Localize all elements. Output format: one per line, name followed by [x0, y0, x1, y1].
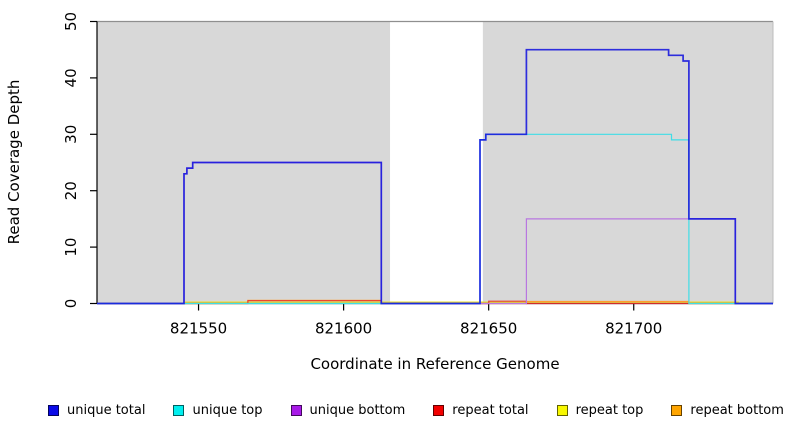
legend-item-repeat-bottom: repeat bottom — [671, 403, 784, 418]
legend-swatch-icon — [173, 404, 185, 416]
series-line-unique-total — [97, 48, 773, 305]
y-tick-label: 40 — [62, 68, 80, 87]
y-tick-label: 30 — [62, 125, 80, 144]
y-tick-label: 50 — [62, 12, 80, 31]
x-axis-title: Coordinate in Reference Genome — [310, 355, 560, 373]
shaded-region — [482, 21, 773, 304]
x-tick-label: 821600 — [315, 320, 372, 338]
y-tick-label: 20 — [62, 181, 80, 200]
legend-item-unique-top: unique top — [173, 402, 263, 418]
legend-swatch-icon — [433, 404, 445, 416]
x-tick-label: 821700 — [605, 320, 662, 338]
legend-label: repeat total — [452, 402, 529, 418]
legend-label: repeat bottom — [690, 402, 784, 418]
y-tick-label: 10 — [62, 238, 80, 257]
y-tick-label: 0 — [62, 299, 80, 309]
legend-label: repeat top — [575, 402, 644, 418]
legend-item-repeat-total: repeat total — [433, 402, 529, 418]
x-tick-label: 821550 — [170, 320, 227, 338]
legend-swatch-icon — [671, 404, 683, 416]
legend-swatch-icon — [290, 404, 302, 416]
legend-label: unique top — [192, 402, 263, 418]
legend-label: unique bottom — [309, 402, 406, 418]
legend: unique total unique top unique bottom repea… — [48, 398, 784, 422]
legend-item-unique-bottom: unique bottom — [290, 402, 406, 418]
legend-item-repeat-top: repeat top — [556, 402, 644, 418]
legend-swatch-icon — [556, 404, 568, 416]
x-tick-label: 821650 — [460, 320, 517, 338]
legend-swatch-icon — [48, 404, 59, 416]
legend-label: unique total — [67, 402, 146, 418]
legend-item-unique-total: unique total — [48, 403, 145, 418]
